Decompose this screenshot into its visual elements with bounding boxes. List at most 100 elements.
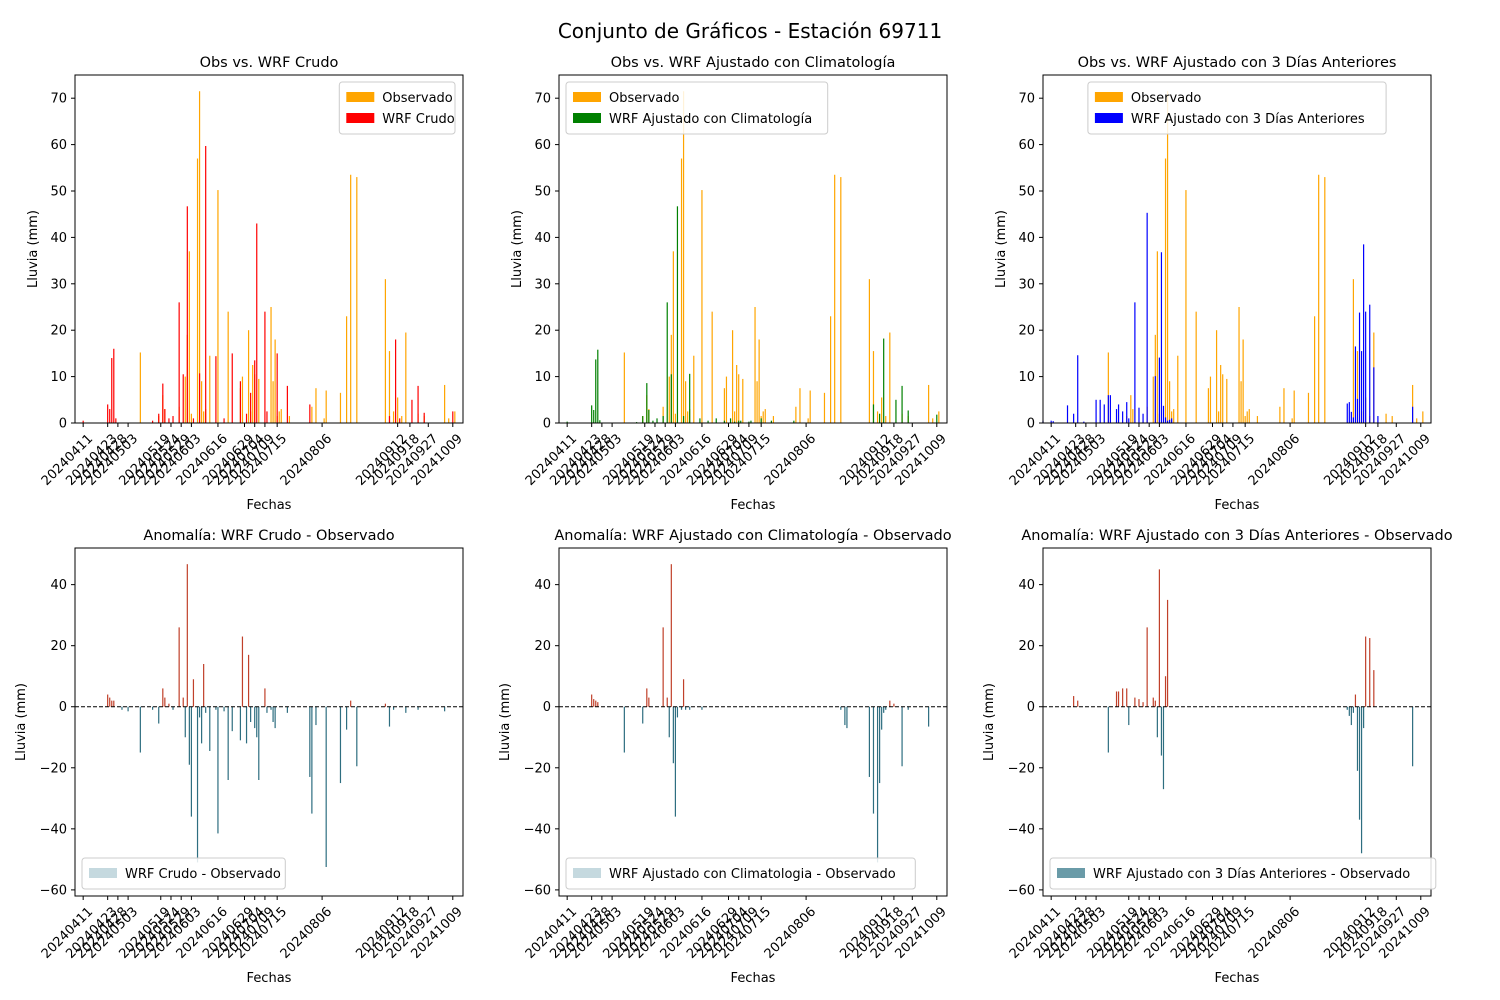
bar (186, 206, 188, 423)
bar (223, 418, 225, 423)
bar (1169, 419, 1171, 423)
bar (454, 411, 456, 423)
chart-title: Obs vs. WRF Crudo (200, 55, 339, 71)
bar (325, 706, 327, 867)
bar (178, 627, 180, 707)
bar (350, 174, 352, 423)
bar (274, 706, 276, 729)
bar (1363, 706, 1365, 729)
bar (734, 411, 736, 423)
bar (1171, 411, 1173, 423)
bar (1352, 417, 1354, 423)
bar (687, 411, 689, 423)
bar (689, 706, 691, 710)
bar (215, 706, 217, 710)
bar (1291, 418, 1293, 423)
bar (1066, 405, 1069, 423)
bar (190, 413, 192, 423)
bar (1365, 311, 1367, 423)
bar (1369, 638, 1371, 707)
bar (1126, 688, 1128, 707)
legend-swatch (573, 92, 601, 102)
bar (411, 399, 413, 423)
bar (388, 351, 391, 423)
bar (1122, 411, 1124, 423)
legend-box (1049, 857, 1437, 890)
legend-swatch (1094, 92, 1123, 102)
bar (876, 411, 879, 423)
bar (384, 703, 386, 707)
bar (1156, 706, 1158, 738)
bar (648, 697, 650, 707)
bar (168, 703, 170, 707)
bar (127, 706, 129, 712)
bar (82, 420, 84, 423)
bar (879, 413, 881, 423)
bar (1346, 403, 1348, 423)
bar (192, 679, 195, 707)
bar (286, 706, 288, 713)
bar (280, 409, 282, 423)
bar (392, 706, 395, 710)
bar (876, 706, 879, 863)
bar (1356, 706, 1359, 771)
bar (417, 385, 419, 423)
bar (591, 694, 593, 707)
bar (1422, 411, 1424, 423)
bar (1107, 395, 1109, 423)
bar (666, 302, 668, 423)
bar (901, 385, 903, 423)
y-tick-label: 50 (50, 185, 67, 200)
bar (723, 388, 726, 423)
bar (872, 706, 875, 814)
bar (668, 706, 670, 738)
y-tick-label: 70 (534, 92, 551, 107)
bar (111, 358, 113, 423)
legend-box (81, 857, 286, 890)
bar (928, 384, 930, 423)
bar (907, 410, 909, 423)
bar (182, 374, 184, 423)
y-tick-label: 40 (534, 578, 551, 593)
series-group (1073, 569, 1414, 854)
series-group (566, 206, 938, 423)
bar (595, 700, 597, 707)
bar (448, 418, 450, 423)
bar (205, 706, 207, 713)
bar (399, 418, 401, 423)
bar (1171, 418, 1173, 423)
bar (623, 352, 625, 423)
bar (1128, 706, 1130, 726)
bar (209, 355, 211, 423)
bar (642, 706, 644, 724)
bar (1220, 365, 1222, 423)
bar (1142, 413, 1144, 423)
bar (593, 410, 595, 423)
bar (1354, 694, 1357, 707)
bar (252, 365, 254, 423)
bar (247, 330, 250, 423)
bar (872, 351, 875, 423)
bar (670, 374, 672, 423)
y-tick-label: 40 (534, 231, 551, 246)
bar (417, 706, 419, 710)
bar (762, 411, 764, 423)
y-tick-label: 30 (1018, 277, 1035, 292)
bar (286, 385, 288, 423)
bar (936, 414, 938, 423)
bar (186, 564, 188, 707)
y-axis-label: Lluvia (mm) (994, 210, 1009, 288)
bar (1166, 420, 1169, 423)
bar (1352, 279, 1354, 423)
bar (107, 404, 109, 423)
bar (674, 413, 676, 423)
bar (830, 316, 832, 423)
bar (846, 706, 848, 729)
bar (1160, 252, 1163, 423)
y-tick-label: −20 (524, 761, 551, 776)
bar (168, 418, 170, 423)
y-tick-label: 20 (1018, 639, 1035, 654)
y-tick-label: 20 (1018, 324, 1035, 339)
y-tick-label: 10 (534, 370, 551, 385)
